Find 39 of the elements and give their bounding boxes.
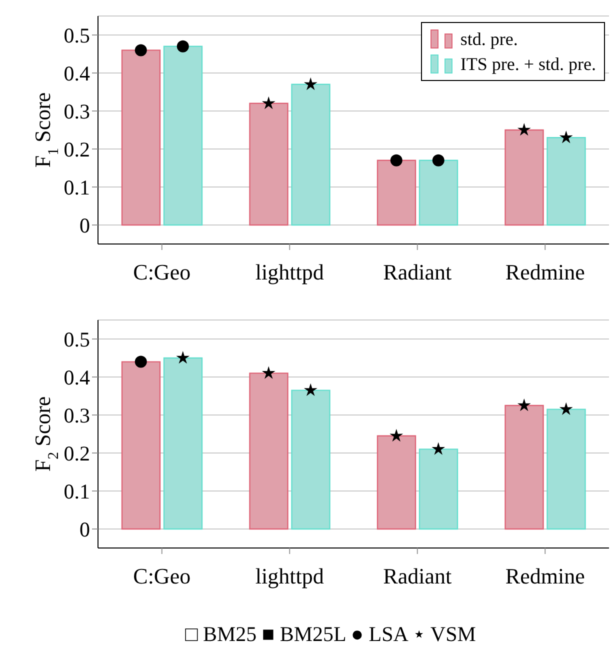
bar [249, 102, 288, 226]
x-tick-label: Redmine [505, 260, 585, 285]
bar [504, 129, 544, 226]
y-tick-label: 0.1 [64, 175, 90, 200]
bar [376, 160, 416, 226]
bar [163, 357, 203, 530]
y-tick-label: 0.5 [64, 327, 90, 352]
y-tick-label: 0.5 [64, 23, 90, 48]
y-tick-label: 0.4 [64, 61, 90, 86]
x-tick-label: lighttpd [255, 260, 324, 285]
x-tick-label: Radiant [383, 564, 452, 589]
bar [376, 435, 416, 530]
x-tick-label: lighttpd [255, 564, 324, 589]
bar [546, 408, 586, 530]
bar [418, 160, 458, 226]
bar [418, 448, 458, 530]
y-tick-label: 0.3 [64, 403, 90, 428]
bar [249, 372, 288, 530]
x-tick-label: Radiant [383, 260, 452, 285]
bar [291, 390, 330, 530]
bar [121, 361, 161, 530]
x-tick-label: C:Geo [133, 564, 191, 589]
y-tick-label: 0.2 [64, 441, 90, 466]
x-tick-label: C:Geo [133, 260, 191, 285]
bar [504, 404, 544, 530]
y-tick-label: 0.2 [64, 137, 90, 162]
bar [121, 50, 161, 226]
text: □ BM25 ■ BM25L ● LSA ⋆ VSM [184, 622, 477, 647]
legend-label: ITS pre. + std. pre. [460, 54, 596, 74]
legend-label: std. pre. [460, 28, 518, 50]
y-tick-label: 0.3 [64, 99, 90, 124]
y-tick-label: 0.1 [64, 479, 90, 504]
y-tick-label: 0 [80, 213, 90, 238]
y-tick-label: 0 [80, 517, 90, 542]
bar [546, 137, 586, 226]
y-tick-label: 0.4 [64, 365, 90, 390]
bar [291, 84, 330, 226]
x-tick-label: Redmine [505, 564, 585, 589]
bar [163, 46, 203, 226]
